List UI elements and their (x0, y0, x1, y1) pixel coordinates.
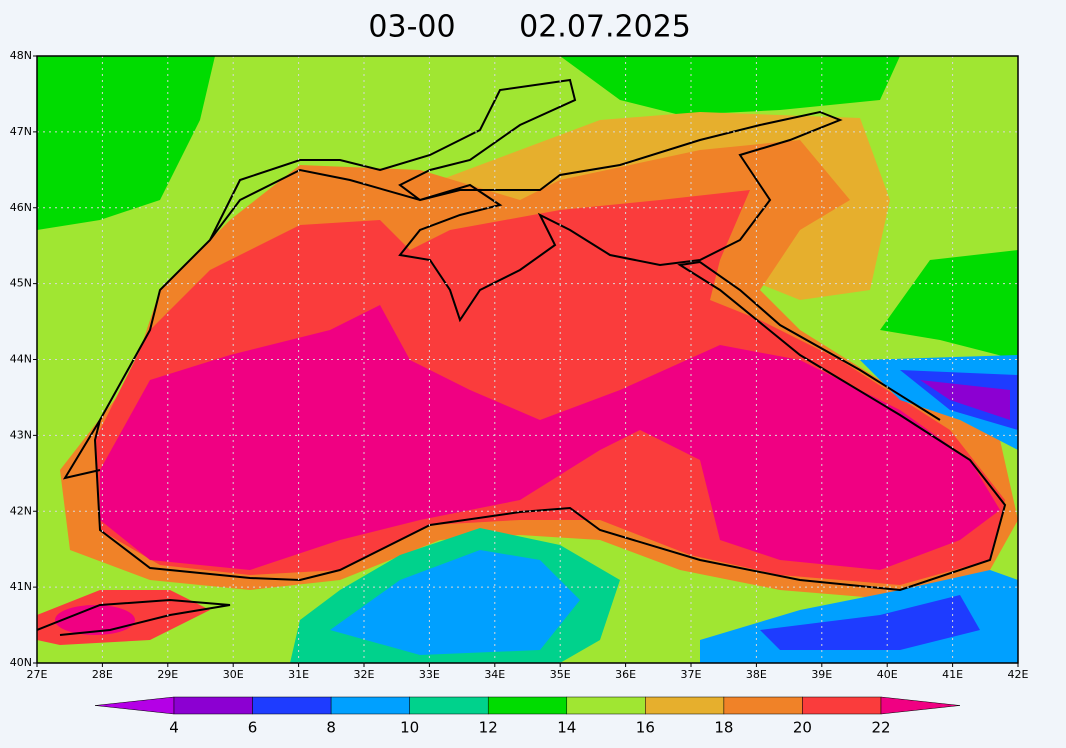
x-tick-label: 31E (288, 668, 309, 681)
field-14 (560, 56, 900, 115)
x-tick-label: 29E (157, 668, 178, 681)
x-tick-label: 35E (550, 668, 571, 681)
coastline (37, 598, 231, 636)
x-tick-label: 39E (811, 668, 832, 681)
colorbar-label: 8 (326, 719, 336, 737)
colorbar-label: 18 (714, 719, 733, 737)
x-tick-label: 34E (484, 668, 505, 681)
plot-frame (36, 55, 1019, 664)
grid: 27E 28E 29E 30E 31E 32E 33E 34E 35E 36E 37E 38E 39E 4… (10, 49, 1029, 681)
colorbar-label: 16 (636, 719, 655, 737)
x-tick-label: 36E (615, 668, 636, 681)
colorbar-box (330, 696, 410, 715)
x-tick-label: 42E (1008, 668, 1029, 681)
y-tick-label: 42N (10, 504, 32, 517)
field-8 (760, 595, 980, 650)
colorbar-label: 4 (169, 719, 179, 737)
colorbar-box (723, 696, 803, 715)
field-over (55, 605, 135, 635)
colorbar-box (409, 696, 489, 715)
y-tick-label: 45N (10, 277, 32, 290)
colorbar: 4 6 8 10 12 14 16 18 20 22 (94, 696, 961, 737)
field-10 (330, 550, 580, 655)
colorbar-over (880, 696, 961, 715)
colorbar-box (566, 696, 646, 715)
y-tick-label: 46N (10, 201, 32, 214)
title-date: 02.07.2025 (519, 10, 691, 45)
x-tick-label: 41E (942, 668, 963, 681)
y-tick-label: 40N (10, 656, 32, 669)
x-tick-label: 38E (746, 668, 767, 681)
field-6 (920, 380, 1010, 420)
y-tick-label: 47N (10, 125, 32, 138)
field-14 (880, 250, 1018, 360)
x-tick-label: 28E (92, 668, 113, 681)
x-tick-label: 32E (354, 668, 375, 681)
colorbar-box (802, 696, 882, 715)
x-tick-label: 37E (681, 668, 702, 681)
x-tick-label: 33E (419, 668, 440, 681)
x-tick-label: 30E (223, 668, 244, 681)
x-tick-label: 40E (877, 668, 898, 681)
colorbar-box (487, 696, 568, 715)
colorbar-label: 22 (871, 719, 890, 737)
colorbar-box (173, 696, 253, 715)
colorbar-label: 20 (793, 719, 812, 737)
colorbar-box (252, 696, 332, 715)
colorbar-box (645, 696, 725, 715)
title-time: 03-00 (368, 10, 455, 45)
x-tick-label: 27E (27, 668, 48, 681)
colorbar-label: 12 (479, 719, 498, 737)
field-14 (37, 56, 215, 230)
colorbar-label: 6 (248, 719, 258, 737)
coastline (62, 78, 1007, 592)
y-tick-label: 48N (10, 49, 32, 62)
y-tick-label: 43N (10, 428, 32, 441)
temperature-field (37, 56, 1018, 663)
y-tick-label: 41N (10, 580, 32, 593)
field-over (100, 305, 1000, 570)
y-tick-label: 44N (10, 353, 32, 366)
colorbar-label: 10 (400, 719, 419, 737)
colorbar-label: 14 (557, 719, 576, 737)
